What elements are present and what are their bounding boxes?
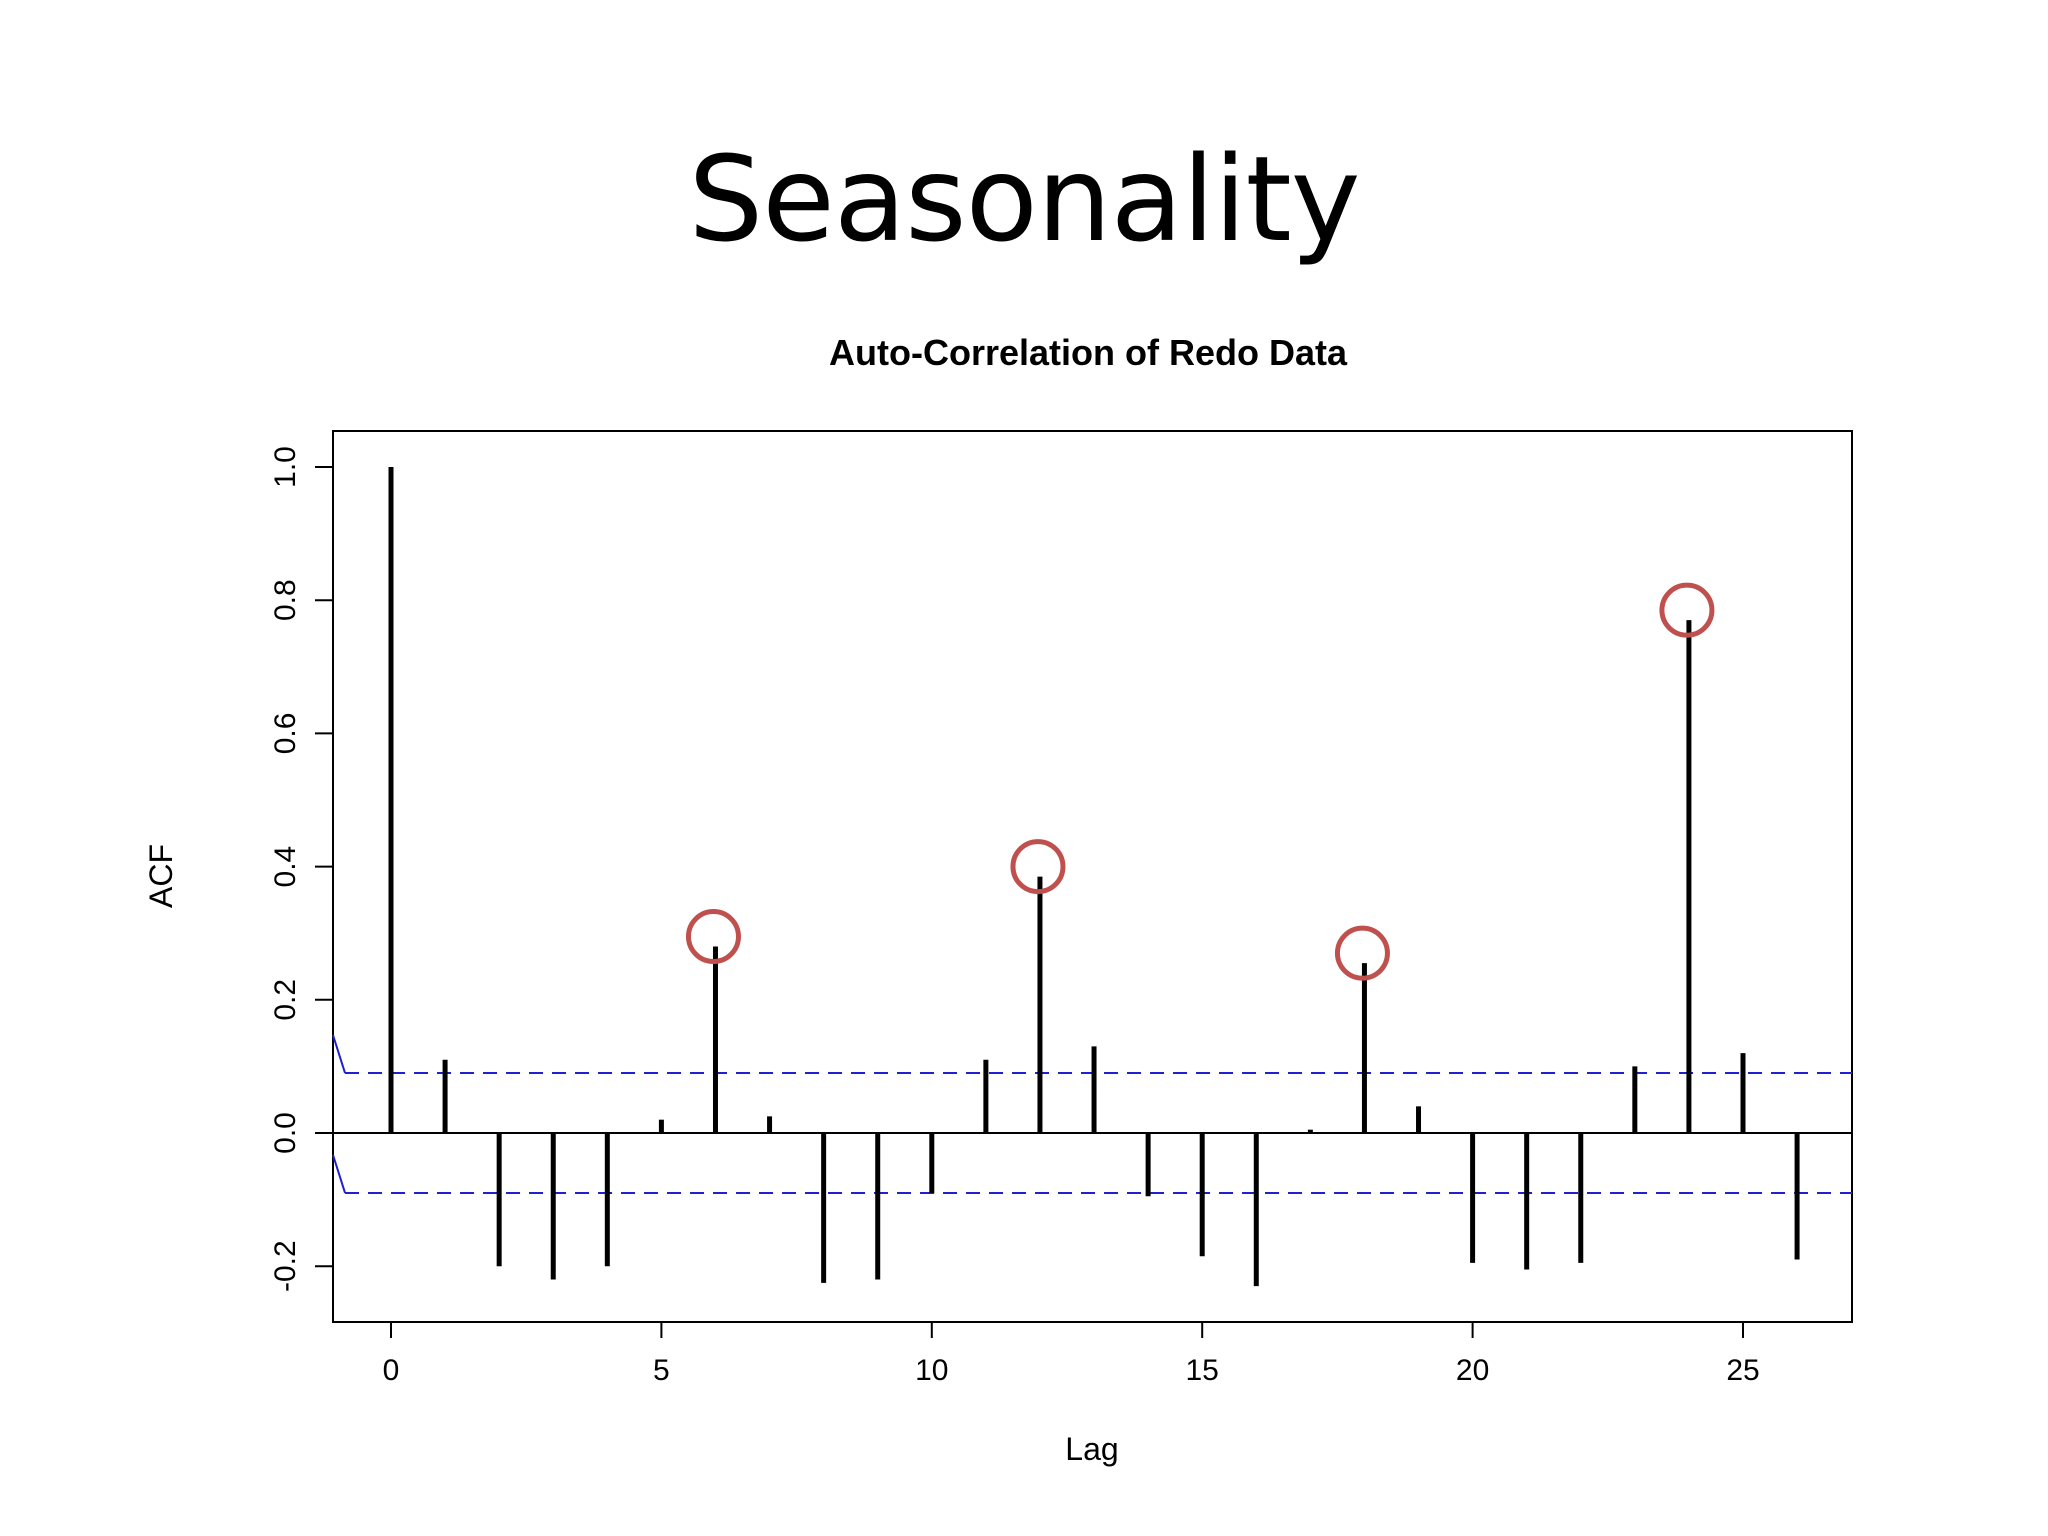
y-tick-label: 1.0 <box>269 446 302 488</box>
y-axis-label: ACF <box>143 844 179 908</box>
highlight-circle-lag-6 <box>685 909 741 965</box>
y-tick-label: 0.0 <box>269 1112 302 1154</box>
x-tick-label: 25 <box>1726 1354 1759 1387</box>
highlight-circle-lag-18 <box>1334 925 1390 981</box>
y-tick-label: 0.6 <box>269 713 302 755</box>
x-tick-label: 0 <box>383 1354 400 1387</box>
x-axis-label: Lag <box>1065 1431 1118 1467</box>
highlight-circle-lag-24 <box>1659 582 1715 638</box>
x-tick-label: 15 <box>1186 1354 1219 1387</box>
highlight-circles <box>685 582 1715 981</box>
plot-frame <box>332 430 1853 1323</box>
x-tick-label: 20 <box>1456 1354 1489 1387</box>
y-tick-label: -0.2 <box>269 1240 302 1292</box>
slide-title: Seasonality <box>688 130 1360 268</box>
y-tick-label: 0.2 <box>269 979 302 1021</box>
y-axis: -0.2 0.0 0.2 0.4 0.6 0.8 1.0 <box>269 446 333 1292</box>
upper-confidence-edge <box>332 1034 346 1074</box>
lower-confidence-edge <box>332 1154 346 1194</box>
chart-title: Auto-Correlation of Redo Data <box>829 332 1348 373</box>
x-tick-label: 5 <box>653 1354 670 1387</box>
y-tick-label: 0.4 <box>269 846 302 888</box>
x-tick-label: 10 <box>915 1354 948 1387</box>
acf-bars <box>388 467 1800 1287</box>
highlight-circle-lag-12 <box>1010 839 1066 895</box>
y-tick-label: 0.8 <box>269 579 302 621</box>
x-axis: 0 5 10 15 20 25 <box>383 1322 1760 1387</box>
confidence-bounds <box>332 1034 1852 1194</box>
